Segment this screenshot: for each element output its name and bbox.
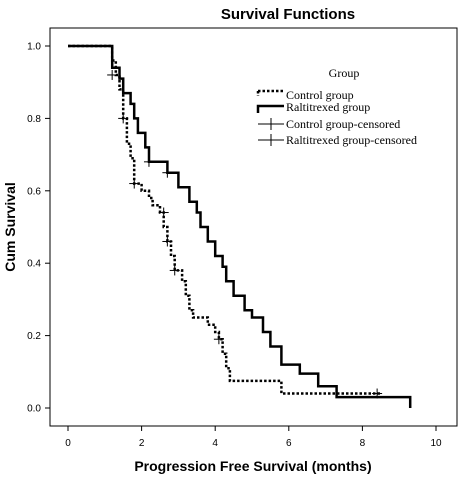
censor-mark-control-group xyxy=(169,265,180,276)
censor-marks xyxy=(107,69,383,399)
y-tick-label: 0.2 xyxy=(27,331,41,342)
series-line-raltitrexed-group xyxy=(68,44,412,408)
censor-mark-control-group xyxy=(213,334,224,345)
censor-mark-raltitrexed-group xyxy=(143,156,154,167)
censor-mark-control-group xyxy=(118,113,129,124)
y-tick-label: 1.0 xyxy=(27,42,41,53)
legend: Group Control group Raltitrexed group Co… xyxy=(256,66,417,147)
y-tick-label: 0.0 xyxy=(27,404,41,415)
x-tick-label: 10 xyxy=(430,438,442,449)
x-tick-label: 8 xyxy=(360,438,366,449)
x-axis-title: Progression Free Survival (months) xyxy=(134,458,371,474)
censor-mark-control-group xyxy=(162,236,173,247)
x-tick-label: 2 xyxy=(139,438,145,449)
y-tick-label: 0.6 xyxy=(27,186,41,197)
x-tick-label: 4 xyxy=(212,438,218,449)
plot-frame xyxy=(49,27,458,427)
legend-swatch-raltitrexed-censored xyxy=(258,134,284,146)
legend-swatch-control-censored xyxy=(258,118,284,130)
censor-mark-raltitrexed-group xyxy=(162,167,173,178)
x-tick-label: 0 xyxy=(65,438,71,449)
censor-mark-control-group xyxy=(372,388,383,399)
legend-title: Group xyxy=(329,66,360,80)
x-axis: 0 2 4 6 8 10 xyxy=(65,426,442,449)
y-tick-label: 0.4 xyxy=(27,259,41,270)
y-axis-title: Cum Survival xyxy=(2,182,18,271)
legend-entry-control: Control group xyxy=(286,88,354,102)
censor-mark-control-group xyxy=(158,207,169,218)
x-tick-label: 6 xyxy=(286,438,292,449)
y-axis: 0.0 0.2 0.4 0.6 0.8 1.0 xyxy=(27,42,50,415)
chart-title: Survival Functions xyxy=(221,6,355,23)
legend-entry-raltitrexed-censored: Raltitrexed group-censored xyxy=(286,133,417,147)
legend-entry-control-censored: Control group-censored xyxy=(286,117,400,131)
censor-mark-control-group xyxy=(107,69,118,80)
legend-swatch-raltitrexed xyxy=(256,104,284,113)
legend-entry-raltitrexed: Raltitrexed group xyxy=(286,100,370,114)
censor-mark-control-group xyxy=(129,178,140,189)
y-tick-label: 0.8 xyxy=(27,114,41,125)
